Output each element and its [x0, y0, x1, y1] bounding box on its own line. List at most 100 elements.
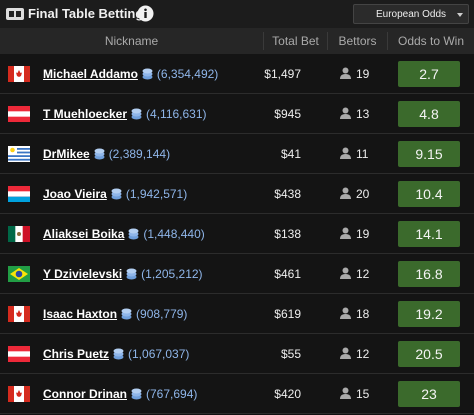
player-row-content: Isaac Haxton (908,779) — [43, 307, 187, 321]
chip-count: (1,942,571) — [125, 187, 188, 201]
bettors-icon — [340, 307, 351, 319]
country-flag — [8, 346, 30, 362]
player-name[interactable]: Connor Drinan — [43, 387, 127, 401]
country-flag — [8, 106, 30, 122]
total-bet: $619 — [274, 307, 301, 321]
table-row: Michael Addamo (6,354,492) $1,497 19 2.7 — [0, 54, 474, 94]
logo — [6, 8, 24, 20]
player-name[interactable]: Aliaksei Boika — [43, 227, 125, 241]
player-row-content: Connor Drinan (767,694) — [43, 387, 197, 401]
player-name[interactable]: Joao Vieira — [43, 187, 107, 201]
total-bet: $41 — [280, 147, 301, 161]
country-flag — [8, 66, 30, 82]
bettors-count: 15 — [356, 387, 370, 401]
chip-count: (2,389,144) — [108, 147, 171, 161]
chip-icon — [131, 388, 142, 400]
chip-count: (4,116,631) — [146, 107, 207, 121]
column-header: Nickname Total Bet Bettors Odds to Win — [0, 28, 474, 55]
odds-button[interactable]: 9.15 — [398, 141, 460, 167]
odds-button[interactable]: 19.2 — [398, 301, 460, 327]
chip-icon — [111, 188, 122, 200]
odds-button[interactable]: 14.1 — [398, 221, 460, 247]
chip-icon — [94, 148, 105, 160]
caret — [457, 13, 463, 17]
player-name[interactable]: Isaac Haxton — [43, 307, 118, 321]
total-bet: $461 — [274, 267, 301, 281]
bettors-icon — [340, 107, 351, 119]
table-row: Aliaksei Boika (1,448,440) $138 19 14.1 — [0, 214, 474, 254]
bettors-count: 12 — [356, 347, 370, 361]
total-bet: $945 — [274, 107, 301, 121]
total-bet: $438 — [274, 187, 301, 201]
bettors-icon — [340, 147, 351, 159]
table-row: Y Dzivielevski (1,205,212) $461 12 16.8 — [0, 254, 474, 294]
odds-button[interactable]: 20.5 — [398, 341, 460, 367]
country-flag — [8, 186, 30, 202]
column-separator — [327, 32, 328, 50]
player-row-content: Joao Vieira (1,942,571) — [43, 187, 187, 201]
odds-format-dropdown[interactable]: European Odds — [353, 4, 469, 24]
top-bar: Final Table Betting European Odds — [0, 0, 474, 28]
bettors-count: 11 — [356, 147, 369, 161]
column-label: Nickname — [104, 34, 159, 48]
country-flag — [8, 386, 30, 402]
player-row-content: Michael Addamo (6,354,492) — [43, 67, 218, 81]
panel-title: Final Table Betting — [28, 6, 144, 21]
dropdown-label: European Odds — [375, 9, 447, 20]
player-name[interactable]: DrMikee — [43, 147, 90, 161]
country-flag — [8, 226, 30, 242]
chip-count: (1,205,212) — [141, 267, 203, 281]
total-bet: $55 — [280, 347, 301, 361]
column-label: Bettors — [338, 34, 377, 48]
info-icon[interactable] — [137, 5, 154, 22]
table-row: Connor Drinan (767,694) $420 15 23 — [0, 374, 474, 414]
table-row: Chris Puetz (1,067,037) $55 12 20.5 — [0, 334, 474, 374]
player-name[interactable]: T Muehloecker — [43, 107, 128, 121]
chip-count: (1,448,440) — [143, 227, 205, 241]
player-row-content: Aliaksei Boika (1,448,440) — [43, 227, 205, 241]
player-row-content: Y Dzivielevski (1,205,212) — [43, 267, 203, 281]
bettors-count: 20 — [356, 187, 370, 201]
chip-count: (1,067,037) — [128, 347, 190, 361]
total-bet: $138 — [274, 227, 301, 241]
total-bet: $1,497 — [264, 67, 301, 81]
table-row: T Muehloecker (4,116,631) $945 13 4.8 — [0, 94, 474, 134]
player-name[interactable]: Chris Puetz — [43, 347, 110, 361]
column-label: Total Bet — [272, 34, 319, 48]
odds-button[interactable]: 2.7 — [398, 61, 460, 87]
bettors-icon — [340, 387, 351, 399]
chip-count: (908,779) — [136, 307, 188, 321]
bettors-icon — [340, 227, 351, 239]
table-row: Isaac Haxton (908,779) $619 18 19.2 — [0, 294, 474, 334]
total-bet: $420 — [274, 387, 301, 401]
country-flag — [8, 146, 30, 162]
bettors-icon — [340, 67, 351, 79]
bettors-count: 12 — [356, 267, 370, 281]
chip-icon — [131, 108, 142, 120]
bettors-count: 18 — [356, 307, 370, 321]
column-label: Odds to Win — [397, 34, 465, 48]
odds-button[interactable]: 23 — [398, 381, 460, 407]
column-separator — [263, 32, 264, 50]
chip-count: (6,354,492) — [156, 67, 219, 81]
chip-icon — [113, 348, 124, 360]
odds-button[interactable]: 10.4 — [398, 181, 460, 207]
table-row: DrMikee (2,389,144) $41 11 9.15 — [0, 134, 474, 174]
player-row-content: Chris Puetz (1,067,037) — [43, 347, 189, 361]
player-row-content: DrMikee (2,389,144) — [43, 147, 170, 161]
player-name[interactable]: Y Dzivielevski — [43, 267, 123, 281]
odds-button[interactable]: 16.8 — [398, 261, 460, 287]
bettors-icon — [340, 267, 351, 279]
bettors-icon — [340, 187, 351, 199]
player-name[interactable]: Michael Addamo — [43, 67, 138, 81]
chip-icon — [121, 308, 132, 320]
chip-icon — [128, 228, 139, 240]
chip-icon — [142, 68, 153, 80]
player-row-content: T Muehloecker (4,116,631) — [43, 107, 207, 121]
chip-count: (767,694) — [146, 387, 198, 401]
bettors-icon — [340, 347, 351, 359]
country-flag — [8, 266, 30, 282]
odds-button[interactable]: 4.8 — [398, 101, 460, 127]
bettors-count: 19 — [356, 67, 370, 81]
